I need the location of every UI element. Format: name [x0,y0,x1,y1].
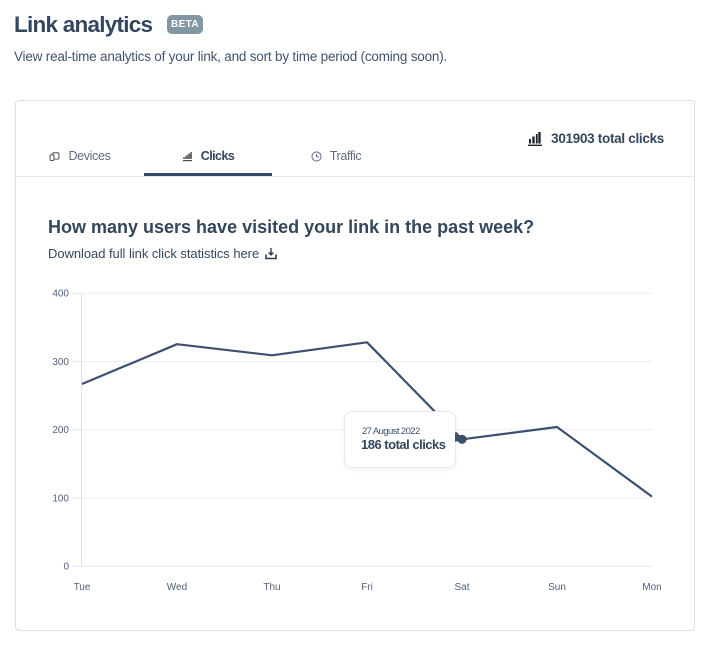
svg-text:0: 0 [63,562,69,573]
svg-text:300: 300 [52,357,69,368]
svg-text:Sun: Sun [548,582,566,593]
svg-text:Sat: Sat [454,582,469,593]
svg-text:Mon: Mon [642,582,661,593]
svg-text:Wed: Wed [167,582,187,593]
svg-text:Thu: Thu [263,582,280,593]
svg-text:200: 200 [52,425,69,436]
svg-text:400: 400 [52,289,69,300]
svg-text:100: 100 [52,494,69,505]
svg-text:Tue: Tue [74,582,91,593]
svg-text:Fri: Fri [361,582,373,593]
